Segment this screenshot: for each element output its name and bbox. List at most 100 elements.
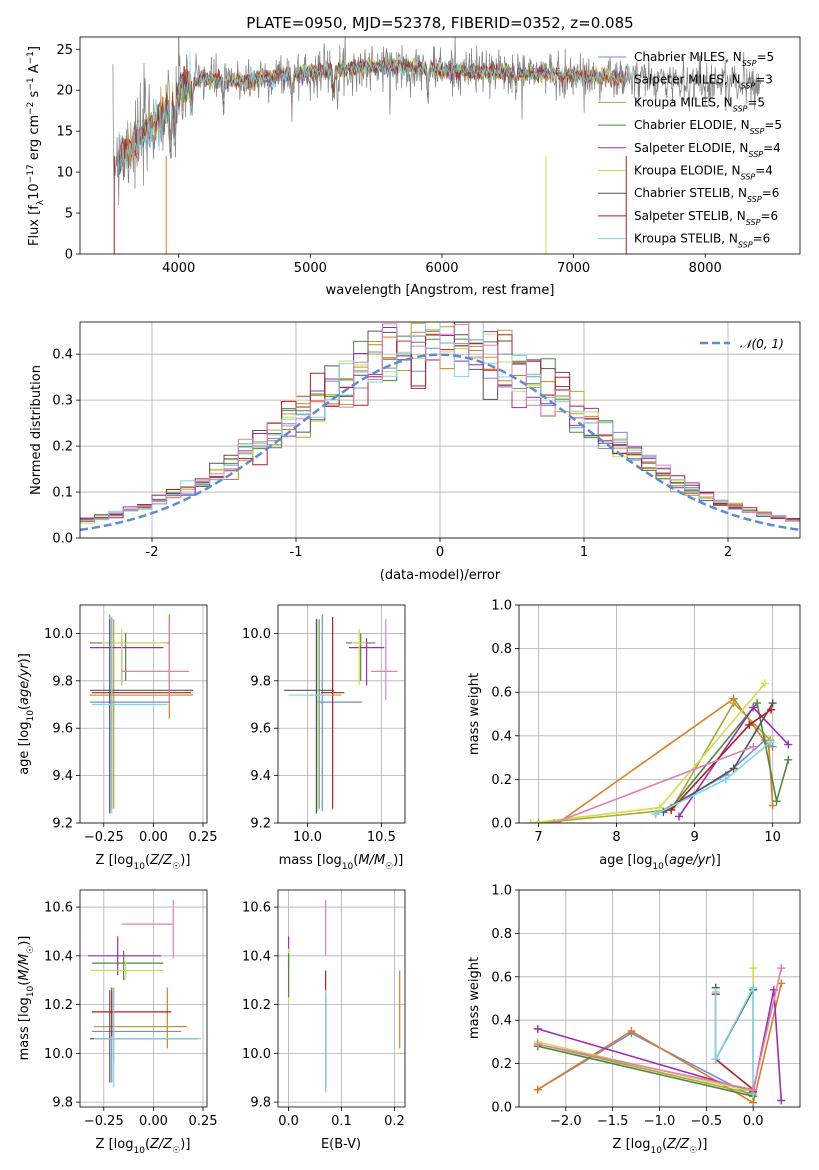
y-tick-label: 0.0 — [491, 817, 512, 832]
plus-marker — [749, 983, 758, 992]
plus-marker — [768, 801, 777, 810]
plus-marker — [729, 699, 738, 708]
model-spectrum-line — [117, 51, 629, 170]
error-bar-point — [121, 899, 174, 959]
y-tick-label: 10.6 — [242, 901, 271, 916]
x-tick-label: −2.0 — [550, 1114, 582, 1129]
error-bar-point — [87, 936, 162, 976]
y-tick-label: 0.8 — [491, 927, 512, 942]
mass-weight-series-line — [714, 987, 754, 1092]
plus-marker — [627, 1027, 636, 1036]
y-tick-label: 0.6 — [491, 686, 512, 701]
x-tick-label: 0 — [436, 545, 444, 560]
y-tick-label: 20 — [56, 84, 73, 99]
plus-marker — [760, 679, 769, 688]
mass-vs-reddening-panel: 0.0 0.1 0.2 9.8 10.0 10.2 10.4 10.6 E(B-V) — [242, 889, 406, 1152]
y-tick-label: 0.6 — [491, 970, 512, 985]
legend-entry: Kroupa STELIB, NSSP=6 — [634, 232, 770, 250]
plus-marker — [526, 819, 535, 823]
error-bar-point — [283, 619, 335, 814]
error-bar-point — [89, 989, 198, 1083]
plot-area — [283, 614, 398, 814]
spectrum-panel: 4000 5000 6000 7000 8000 0 5 10 15 20 25 wavelength… — [26, 36, 801, 298]
x-tick-label: -1 — [290, 545, 303, 560]
mass-weight-vs-metallicity-panel: −2.0 −1.5 −1.0 −0.5 0.0 0.0 0.2 0.4 0.6 0.8 1.0 Z [… — [467, 884, 801, 1156]
y-tick-label: 9.6 — [250, 722, 271, 737]
mass-vs-metallicity-panel: −0.25 0.00 0.25 9.8 10.0 10.2 10.4 10.6 Z [log10… — [17, 889, 218, 1156]
error-bar-point — [351, 628, 367, 686]
legend-entry: Chabrier MILES, NSSP=5 — [634, 50, 774, 68]
x-tick-label: 5000 — [294, 261, 327, 276]
x-axis-label: Z [log10(Z/Z☉)] — [96, 853, 191, 872]
error-bar-point — [316, 614, 363, 812]
axes-frame — [79, 604, 208, 824]
mass-weight-series-line — [714, 987, 754, 1094]
y-tick-label: 10.6 — [44, 901, 73, 916]
y-tick-label: 15 — [56, 125, 73, 140]
y-tick-label: 9.2 — [250, 817, 271, 832]
error-bar-point — [91, 616, 168, 814]
y-axis-label: mass [log10(M/M☉)] — [17, 936, 36, 1061]
legend-entry: Salpeter ELODIE, NSSP=4 — [634, 141, 781, 159]
x-axis-label: mass [log10(M/M☉)] — [279, 853, 404, 872]
y-tick-label: 9.8 — [250, 1096, 271, 1111]
plot-area — [526, 679, 793, 823]
grid-lines — [519, 604, 800, 824]
error-bar-point — [91, 987, 172, 1037]
x-axis-label: E(B-V) — [321, 1137, 361, 1152]
error-bar-point — [89, 638, 164, 686]
plus-marker — [729, 764, 738, 773]
y-tick-label: 0.2 — [52, 440, 73, 455]
y-tick-label: 10.4 — [242, 949, 271, 964]
x-tick-label: 10.5 — [367, 830, 396, 845]
x-tick-label: 0.2 — [384, 1114, 405, 1129]
y-tick-label: 9.2 — [52, 817, 73, 832]
y-tick-label: 1.0 — [491, 884, 512, 899]
x-tick-label: 0.25 — [189, 830, 218, 845]
x-tick-label: 1 — [580, 545, 588, 560]
y-tick-label: 0.0 — [491, 1101, 512, 1116]
axes-frame — [518, 889, 801, 1108]
mass-weight-series-line — [537, 968, 754, 1093]
legend: 𝒩(0, 1) — [700, 337, 784, 351]
plus-marker — [721, 775, 730, 784]
x-tick-label: −0.25 — [84, 1114, 124, 1129]
plus-marker — [777, 964, 786, 973]
y-tick-label: 9.6 — [52, 722, 73, 737]
grid-lines — [278, 890, 405, 1107]
x-tick-label: 4000 — [162, 261, 195, 276]
x-tick-label: −0.25 — [84, 830, 124, 845]
mass-weight-series-line — [537, 989, 783, 1101]
y-tick-label: 0.2 — [491, 773, 512, 788]
axes-frame — [277, 889, 406, 1108]
plot-area — [287, 899, 401, 1093]
error-bar-point — [121, 619, 190, 700]
x-axis-label: Z [log10(Z/Z☉)] — [613, 1137, 708, 1156]
y-axis-label: Flux [fλ10−17 erg cm−2 s−1 A−1] — [26, 46, 46, 246]
plus-marker — [533, 1040, 542, 1049]
plot-area — [80, 322, 800, 532]
axes-frame — [79, 889, 208, 1108]
error-bar-point — [89, 614, 170, 812]
error-bar-point — [89, 619, 194, 814]
x-axis-label: wavelength [Angstrom, rest frame] — [326, 283, 555, 298]
age-vs-mass-panel: 10.0 10.5 9.2 9.4 9.6 9.8 10.0 mass [log10(M/M☉… — [242, 604, 406, 872]
y-tick-label: 0 — [65, 248, 73, 263]
error-bar-point — [93, 989, 202, 1088]
x-tick-label: 8000 — [689, 261, 722, 276]
y-tick-label: 9.8 — [52, 674, 73, 689]
y-tick-label: 0.0 — [52, 532, 73, 547]
x-tick-label: 7000 — [557, 261, 590, 276]
x-axis-label: age [log10(age/yr)] — [599, 853, 721, 872]
y-tick-label: 5 — [65, 207, 73, 222]
plus-marker — [777, 1096, 786, 1105]
y-tick-label: 0.1 — [52, 486, 73, 501]
residual-histogram — [80, 323, 800, 522]
y-axis-label: mass weight — [467, 673, 482, 755]
error-bar-point — [101, 628, 168, 686]
y-tick-label: 1.0 — [491, 599, 512, 614]
plot-area — [533, 964, 786, 1107]
plus-marker — [711, 1055, 720, 1064]
y-tick-label: 10.0 — [242, 1047, 271, 1062]
plus-marker — [749, 703, 758, 712]
